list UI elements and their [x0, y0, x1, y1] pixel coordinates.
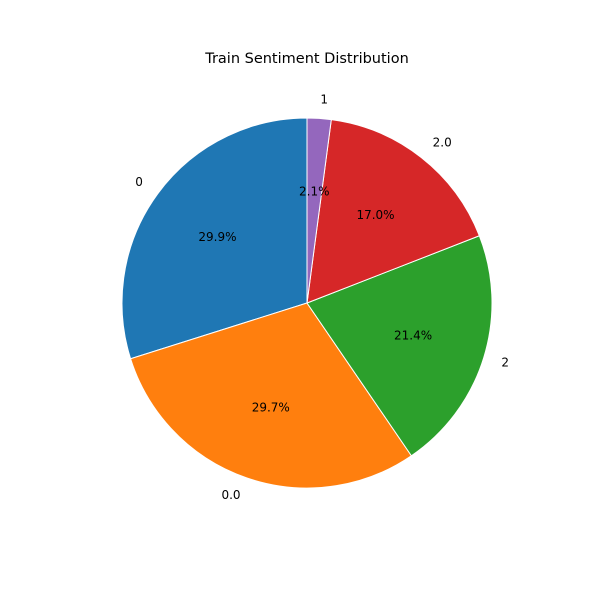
pie-slice-1	[306, 117, 332, 304]
percent-label-1: 2.1%	[299, 185, 330, 199]
percent-label-0-0: 29.7%	[252, 400, 290, 414]
pie-slice-0-0	[130, 302, 412, 489]
pie-slices	[121, 117, 493, 489]
percent-label-2-0: 17.0%	[356, 208, 394, 222]
category-label-2-0: 2.0	[433, 135, 452, 149]
pie-slice-2-0	[306, 119, 480, 304]
percent-label-2: 21.4%	[394, 328, 432, 342]
pie-slice-0	[121, 117, 308, 360]
percent-label-0: 29.9%	[198, 230, 236, 244]
category-label-0: 0	[135, 175, 143, 189]
category-label-0-0: 0.0	[221, 488, 240, 502]
category-label-1: 1	[320, 92, 328, 106]
pie-slice-2	[306, 235, 493, 457]
pie-labels: 0 29.9% 0.0 29.7% 2 21.4% 2.0 17.0% 1 2.1%	[135, 92, 509, 501]
chart-title: Train Sentiment Distribution	[204, 51, 409, 67]
category-label-2: 2	[501, 356, 509, 370]
